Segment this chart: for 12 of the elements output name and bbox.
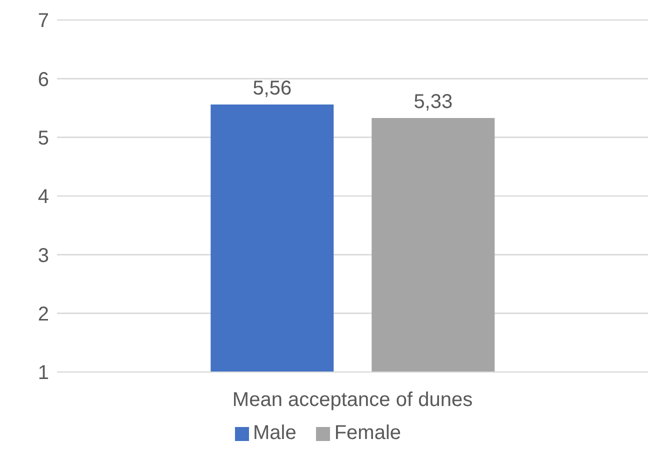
data-label: 5,33 xyxy=(414,90,453,113)
y-tick-label: 2 xyxy=(38,303,49,326)
y-tick-label: 1 xyxy=(38,362,49,384)
data-label: 5,56 xyxy=(252,77,292,100)
x-tick-label: Mean acceptance of dunes xyxy=(232,389,473,412)
y-tick-label: 7 xyxy=(38,10,49,32)
y-tick-label: 3 xyxy=(38,244,49,267)
y-tick-label: 5 xyxy=(38,127,49,150)
legend-label: Male xyxy=(252,422,296,444)
y-tick-label: 6 xyxy=(38,68,49,91)
y-tick-label: 4 xyxy=(38,186,49,208)
legend-label: Female xyxy=(334,422,402,444)
